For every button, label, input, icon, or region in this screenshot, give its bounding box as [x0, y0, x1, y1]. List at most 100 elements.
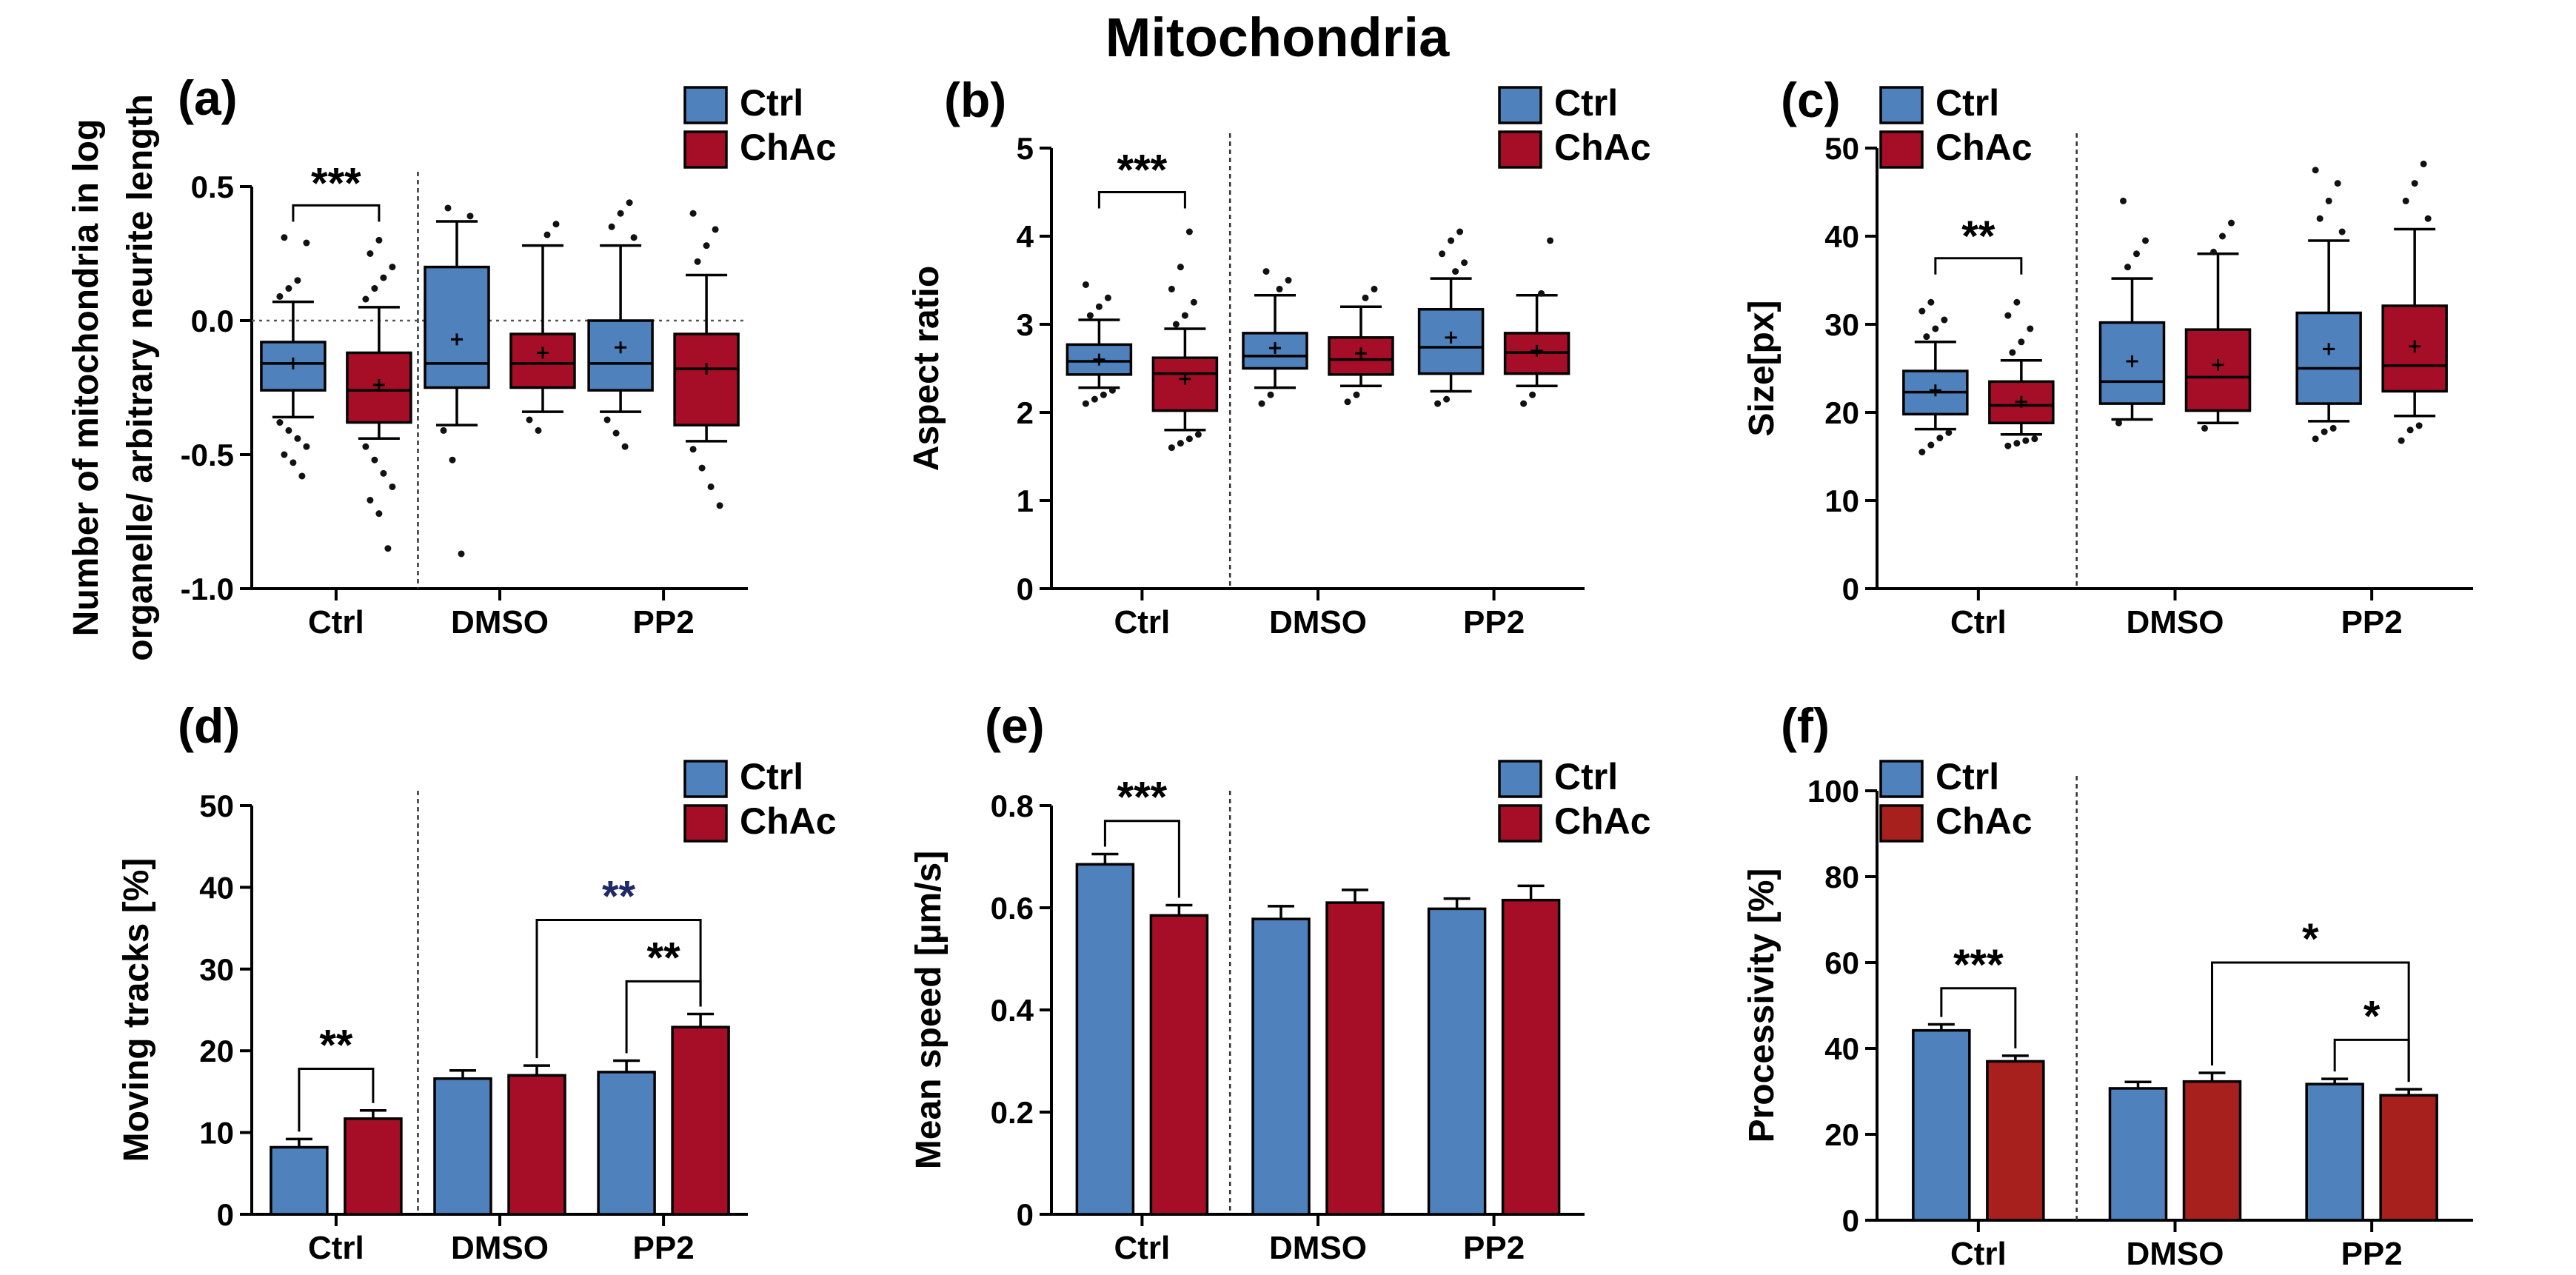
- outlier-point: [2004, 442, 2012, 449]
- outlier-point: [1461, 259, 1468, 267]
- box-ctrl-ctrl: [1065, 281, 1133, 407]
- outlier-point: [608, 223, 615, 230]
- outlier-point: [626, 199, 633, 207]
- y-axis-label: Aspect ratio: [907, 266, 946, 471]
- panel-5: (f) Processivity [%] 100 80 60 40 20 0 Ctrl DMSO P…: [1742, 698, 2473, 1272]
- legend-swatch-chac: [683, 130, 728, 169]
- outlier-point: [303, 239, 310, 247]
- outlier-point: [712, 226, 719, 233]
- outlier-point: [371, 456, 378, 464]
- y-axis-label: Moving tracks [%]: [117, 858, 156, 1162]
- y-tick-label: 0: [217, 1197, 234, 1232]
- legend-label-chac: ChAc: [1554, 800, 1651, 842]
- outlier-point: [2013, 440, 2021, 447]
- significance-stars: **: [1961, 212, 1995, 261]
- y-tick-label: 0: [1842, 1203, 1859, 1238]
- outlier-point: [466, 212, 474, 220]
- mean-marker: [700, 363, 713, 375]
- significance-bracket: [1934, 257, 2023, 275]
- x-tick-label: Ctrl: [1950, 604, 2007, 640]
- box-chac-dmso: [1328, 285, 1394, 406]
- outlier-point: [281, 451, 288, 458]
- outlier-point: [444, 204, 452, 212]
- outlier-point: [1918, 449, 1926, 456]
- legend-swatch-chac: [1879, 804, 1924, 843]
- bar-chac-dmso: [1325, 889, 1385, 1216]
- y-tick-label: 0: [1017, 572, 1034, 606]
- outlier-point: [1108, 386, 1116, 394]
- y-tick-label: -0.5: [181, 438, 234, 472]
- outlier-point: [1932, 325, 1939, 332]
- significance-bracket: [1097, 191, 1186, 209]
- x-tick-label: DMSO: [2127, 604, 2224, 640]
- legend-swatch-chac: [1498, 130, 1542, 169]
- outlier-point: [2031, 435, 2038, 443]
- significance-stars: ***: [1117, 774, 1168, 822]
- significance-stars: **: [319, 1021, 353, 1069]
- legend-swatch-ctrl: [1498, 86, 1542, 124]
- outlier-point: [1439, 250, 1446, 258]
- outlier-point: [371, 285, 378, 292]
- box-body: [587, 319, 654, 392]
- bar-rect: [1075, 863, 1135, 1216]
- outlier-point: [1927, 298, 1935, 306]
- significance-stars: ***: [311, 159, 361, 207]
- y-tick-label: 0.6: [991, 891, 1034, 926]
- bar-rect: [1986, 1060, 2045, 1222]
- outlier-point: [2329, 424, 2337, 432]
- outlier-point: [2406, 426, 2414, 434]
- legend-label-chac: ChAc: [1554, 127, 1651, 168]
- outlier-point: [389, 483, 396, 490]
- outlier-point: [2402, 197, 2409, 204]
- outlier-point: [1086, 312, 1094, 319]
- outlier-point: [1190, 298, 1197, 306]
- y-tick-label: 0.0: [191, 304, 234, 338]
- bar-chac-ctrl: [1986, 1054, 2045, 1222]
- outlier-point: [2201, 424, 2208, 432]
- mean-marker: [2212, 358, 2224, 371]
- outlier-point: [380, 274, 387, 281]
- panel-label: (e): [985, 698, 1045, 753]
- y-tick-label: 80: [1824, 860, 1859, 894]
- panel-3: (d) Moving tracks [%] 50 40 30 20 10 0 Ctrl DMSO P…: [117, 698, 837, 1266]
- significance-stars: *: [2363, 992, 2381, 1040]
- bar-ctrl-dmso: [2108, 1080, 2168, 1222]
- box-ctrl-pp2: [587, 199, 654, 450]
- outlier-point: [2334, 180, 2341, 187]
- legend-swatch-chac: [683, 804, 728, 843]
- outlier-point: [1448, 237, 1455, 244]
- legend-label-ctrl: Ctrl: [1936, 82, 1999, 124]
- outlier-point: [1285, 277, 1292, 284]
- y-tick-label: 50: [199, 789, 234, 823]
- outlier-point: [2398, 437, 2405, 444]
- outlier-point: [2424, 215, 2432, 222]
- box-chac-pp2: [673, 210, 740, 509]
- outlier-point: [689, 210, 697, 217]
- y-tick-label: 1: [1017, 483, 1034, 518]
- legend-swatch-chac: [1879, 130, 1924, 169]
- y-tick-label: 4: [1017, 219, 1034, 254]
- box-ctrl-dmso: [2098, 197, 2166, 426]
- outlier-point: [449, 456, 456, 464]
- outlier-point: [1082, 400, 1089, 407]
- outlier-point: [1181, 312, 1188, 319]
- bar-chac-pp2: [1501, 884, 1561, 1216]
- shared-ylabel-line2: organelle/ arbitrary neurite length: [121, 94, 160, 661]
- mean-marker: [2323, 343, 2335, 355]
- y-tick-label: 0: [1842, 572, 1859, 606]
- y-tick-label: 20: [199, 1034, 234, 1068]
- significance-bracket: [1940, 987, 2017, 1048]
- outlier-point: [694, 258, 701, 265]
- outlier-point: [384, 545, 392, 552]
- y-tick-label: 0.8: [991, 789, 1034, 823]
- outlier-point: [458, 550, 465, 558]
- outlier-point: [2004, 312, 2012, 319]
- bar-rect: [597, 1071, 656, 1216]
- mean-marker: [1179, 372, 1191, 385]
- outlier-point: [552, 221, 560, 228]
- box-body: [424, 265, 490, 389]
- legend-label-chac: ChAc: [740, 800, 837, 842]
- bar-ctrl-ctrl: [1912, 1023, 1971, 1222]
